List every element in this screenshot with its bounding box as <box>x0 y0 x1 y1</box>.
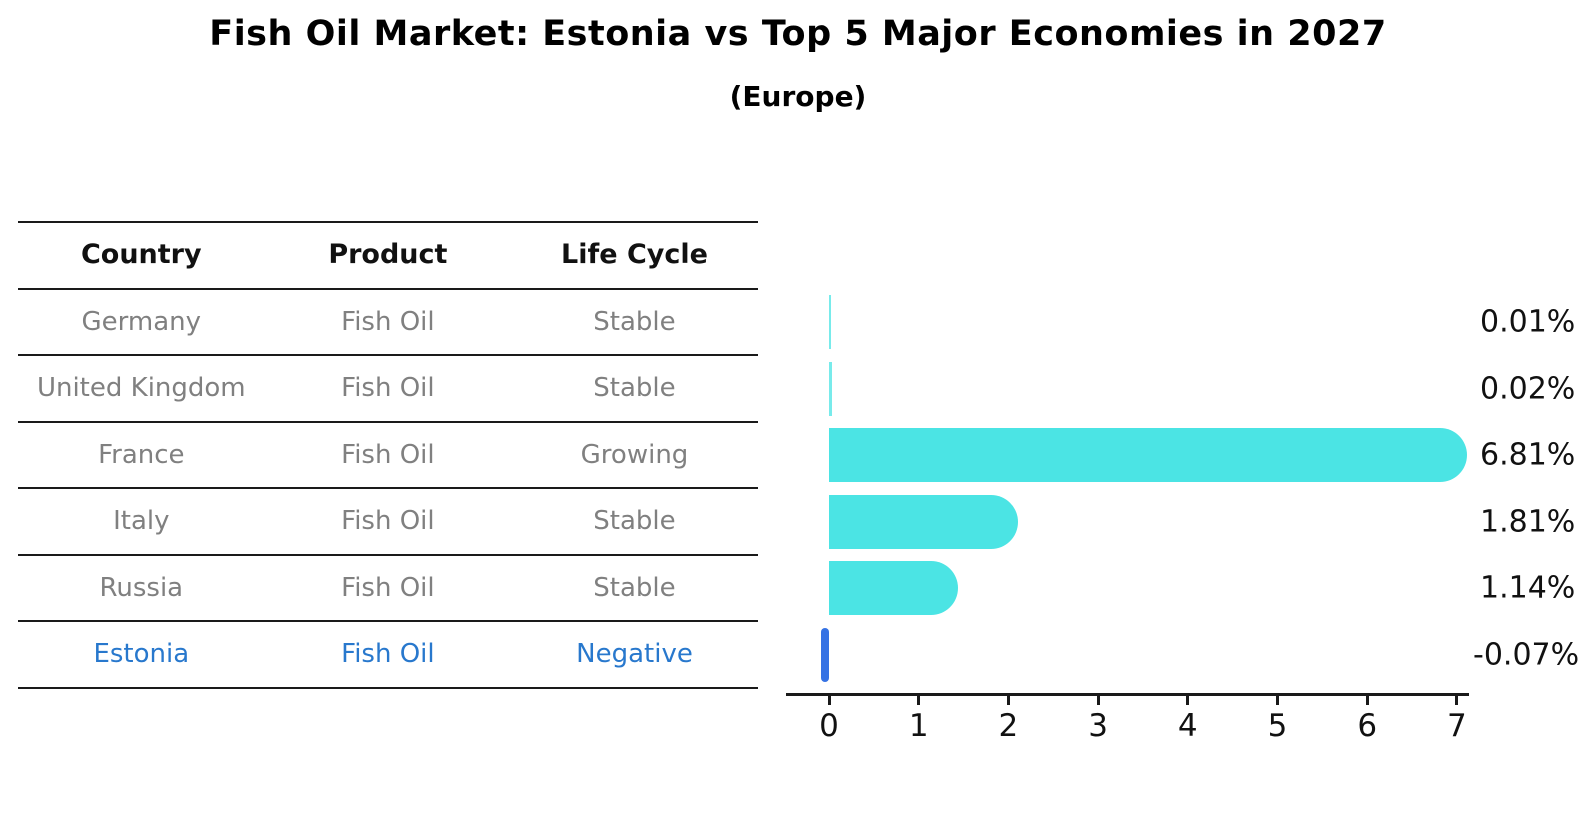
cell-product: Fish Oil <box>341 440 435 470</box>
value-label: 0.02% <box>1480 371 1576 406</box>
cell-country: France <box>98 440 185 470</box>
cell-lifecycle: Stable <box>593 506 676 536</box>
tick-label: 3 <box>1088 708 1108 744</box>
cell-lifecycle: Stable <box>593 373 676 403</box>
cell-country: Estonia <box>93 639 190 669</box>
table-line <box>18 487 758 489</box>
column-header-country: Country <box>80 239 202 270</box>
bar-germany <box>829 295 832 349</box>
table-row-highlighted: Estonia Fish Oil Negative <box>18 636 758 672</box>
table-line <box>18 554 758 556</box>
tick-label: 7 <box>1447 708 1467 744</box>
tick-mark <box>1276 696 1279 705</box>
bar-united-kingdom <box>829 361 832 416</box>
bar-russia <box>829 561 959 615</box>
tick-label: 2 <box>998 708 1019 744</box>
tick-mark <box>827 696 831 705</box>
cell-product: Fish Oil <box>341 573 435 603</box>
tick-mark <box>1365 696 1369 705</box>
cell-lifecycle: Stable <box>593 307 676 337</box>
value-label: 0.01% <box>1480 304 1576 340</box>
cell-product: Fish Oil <box>341 307 435 337</box>
table-header-row: Country Product Life Cycle <box>18 237 758 273</box>
bar-italy <box>829 494 1019 549</box>
column-header-product: Product <box>328 239 448 270</box>
tick-label: 1 <box>908 708 929 744</box>
cell-country: Germany <box>81 307 202 337</box>
tick-mark <box>1455 696 1459 705</box>
table-line <box>18 687 758 689</box>
value-label: 6.81% <box>1480 437 1576 473</box>
page-title: Fish Oil Market: Estonia vs Top 5 Major … <box>209 14 1387 54</box>
tick-mark <box>1186 696 1190 705</box>
table-row: Italy Fish Oil Stable <box>18 503 758 539</box>
cell-lifecycle: Growing <box>580 440 689 470</box>
cell-product: Fish Oil <box>341 639 435 669</box>
tick-mark <box>917 696 921 705</box>
cell-product: Fish Oil <box>341 506 435 536</box>
bar-france <box>829 428 1467 482</box>
value-label: -0.07% <box>1473 637 1580 672</box>
tick-label: 6 <box>1357 708 1378 744</box>
cell-country: United Kingdom <box>36 373 246 403</box>
x-axis-line <box>786 693 1469 696</box>
cell-country: Russia <box>99 573 184 603</box>
tick-label: 0 <box>819 708 839 744</box>
table-line <box>18 288 758 290</box>
cell-lifecycle: Negative <box>576 639 693 669</box>
tick-label: 4 <box>1177 708 1198 744</box>
cell-lifecycle: Stable <box>593 573 676 603</box>
table-row: United Kingdom Fish Oil Stable <box>18 370 758 406</box>
page-subtitle: (Europe) <box>729 80 867 113</box>
table-row: Germany Fish Oil Stable <box>18 304 758 340</box>
bar-estonia <box>820 627 829 682</box>
tick-mark <box>1006 696 1010 705</box>
table-line <box>18 421 758 423</box>
table-row: France Fish Oil Growing <box>18 437 758 473</box>
value-label: 1.81% <box>1480 504 1576 539</box>
table-line <box>18 354 758 356</box>
tick-mark <box>1096 696 1100 705</box>
value-label: 1.14% <box>1480 570 1576 606</box>
cell-product: Fish Oil <box>341 373 435 403</box>
cell-country: Italy <box>113 506 170 536</box>
table-line <box>18 221 758 223</box>
tick-label: 5 <box>1267 708 1288 744</box>
table-row: Russia Fish Oil Stable <box>18 570 758 606</box>
column-header-lifecycle: Life Cycle <box>561 239 708 270</box>
table-line <box>18 620 758 622</box>
